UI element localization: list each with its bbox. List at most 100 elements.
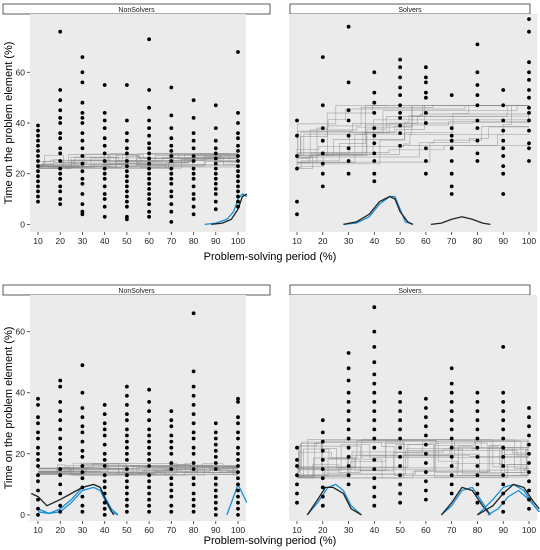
data-point (346, 473, 351, 478)
data-point (527, 146, 531, 151)
data-point (80, 202, 85, 207)
step-line (38, 463, 238, 474)
data-point (125, 146, 129, 151)
data-point (295, 464, 299, 468)
data-point (58, 189, 63, 194)
data-point (527, 159, 531, 163)
data-point (372, 381, 377, 386)
step-line (297, 443, 529, 478)
data-point (169, 488, 174, 493)
data-point (372, 418, 377, 423)
data-point (191, 430, 196, 435)
data-point (236, 121, 240, 125)
data-point (191, 476, 196, 481)
x-tick-label: 70 (447, 236, 457, 246)
data-point (372, 126, 377, 130)
data-point (58, 409, 63, 413)
data-point (475, 400, 480, 404)
data-point (36, 149, 40, 153)
y-axis-title-bottom: Time on the problem element (%) (3, 327, 15, 490)
data-point (527, 141, 531, 146)
data-point (191, 212, 196, 217)
data-point (102, 412, 107, 416)
data-point (125, 199, 129, 204)
x-tick-label: 60 (421, 236, 431, 246)
data-point (424, 65, 428, 70)
data-point (501, 464, 506, 468)
data-point (213, 436, 218, 441)
data-point (102, 433, 107, 438)
data-point (58, 418, 63, 423)
data-point (501, 103, 506, 108)
data-point (80, 131, 85, 136)
data-point (501, 491, 506, 496)
data-point (295, 445, 299, 450)
data-point (527, 433, 531, 438)
density-curve (477, 483, 540, 516)
data-point (475, 390, 480, 395)
x-tick-label: 50 (122, 236, 132, 246)
data-point (80, 138, 85, 143)
data-point (58, 427, 63, 432)
data-point (449, 192, 454, 196)
x-tick-label: 50 (122, 525, 132, 535)
data-point (398, 116, 402, 120)
data-point (191, 184, 196, 189)
data-point (147, 214, 152, 219)
data-point (346, 351, 351, 355)
data-point (80, 406, 85, 410)
data-point (398, 111, 402, 115)
data-point (236, 111, 240, 115)
data-point (398, 103, 402, 108)
data-point (236, 506, 240, 511)
data-point (169, 409, 174, 413)
x-tick-label: 60 (421, 525, 431, 535)
data-point (449, 133, 454, 138)
data-point (236, 436, 240, 441)
data-point (191, 461, 196, 465)
data-point (147, 491, 152, 496)
data-point (449, 146, 454, 151)
data-point (191, 451, 196, 456)
x-tick-label: 30 (344, 525, 354, 535)
density-curve (440, 486, 491, 516)
data-point (147, 105, 152, 110)
data-point (475, 159, 480, 163)
data-point (58, 503, 63, 508)
data-point (191, 171, 196, 176)
data-point (125, 451, 129, 456)
data-point (80, 111, 85, 115)
data-point (102, 451, 107, 456)
data-point (102, 506, 107, 511)
data-point (191, 154, 196, 158)
data-point (236, 470, 240, 474)
data-point (475, 42, 480, 47)
data-point (213, 500, 218, 505)
data-point (191, 176, 196, 181)
data-point (125, 159, 129, 163)
step-lines (38, 462, 238, 476)
data-point (346, 409, 351, 413)
x-tick-label: 80 (189, 525, 199, 535)
data-point (213, 166, 218, 171)
y-tick-label: 20 (16, 449, 26, 459)
step-line (297, 439, 529, 470)
data-point (346, 436, 351, 441)
data-point (191, 393, 196, 398)
data-point (147, 497, 152, 502)
data-point (36, 488, 40, 493)
data-point (58, 176, 63, 181)
data-point (398, 436, 402, 441)
data-point (449, 482, 454, 487)
data-point (475, 93, 480, 97)
data-point (125, 497, 129, 502)
data-point (58, 473, 63, 478)
data-point (501, 500, 506, 505)
data-point (501, 445, 506, 450)
data-point (501, 473, 506, 478)
x-tick-label: 40 (100, 525, 110, 535)
data-point (147, 151, 152, 156)
data-point (372, 70, 377, 75)
data-point (424, 488, 428, 493)
data-point (58, 378, 63, 383)
